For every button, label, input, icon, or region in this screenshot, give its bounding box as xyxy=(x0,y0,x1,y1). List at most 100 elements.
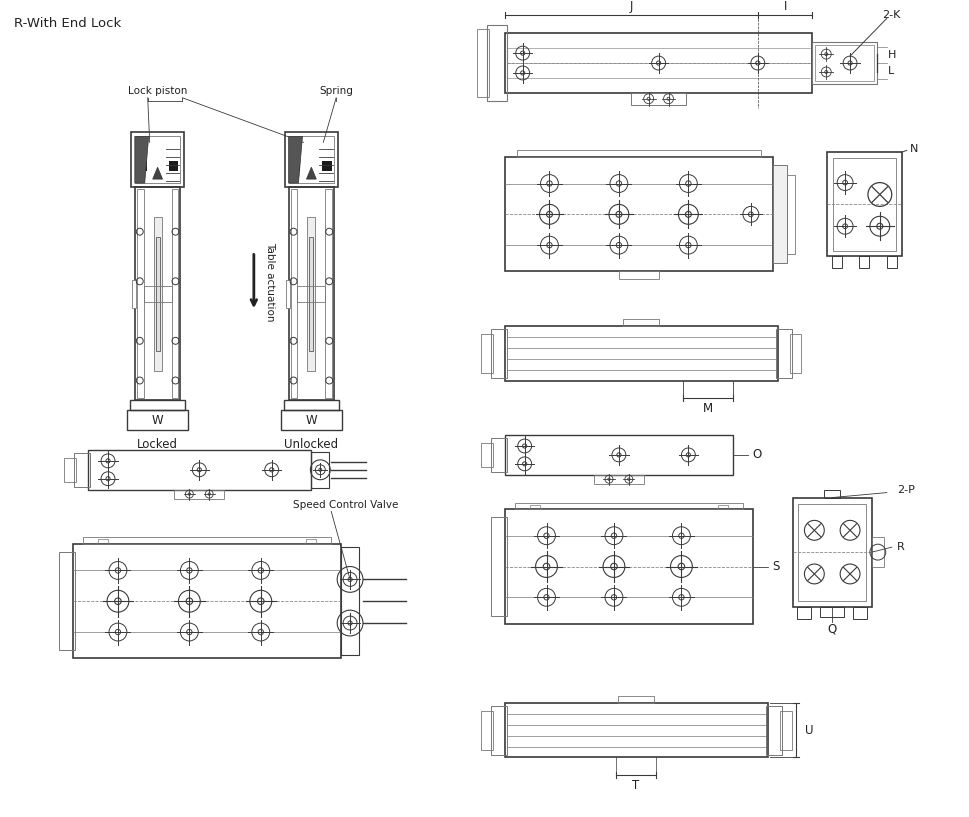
Bar xyxy=(797,607,811,618)
Bar xyxy=(491,706,507,755)
Text: Q: Q xyxy=(828,622,837,635)
Bar xyxy=(853,607,867,618)
Bar xyxy=(83,538,331,544)
Bar xyxy=(775,329,792,377)
Text: 2-K: 2-K xyxy=(883,11,901,20)
Bar xyxy=(130,400,185,410)
Bar xyxy=(75,453,90,487)
Bar xyxy=(309,237,313,350)
Bar xyxy=(790,334,801,373)
Bar xyxy=(825,489,840,498)
Text: R-With End Lock: R-With End Lock xyxy=(14,17,121,30)
Bar xyxy=(491,438,507,471)
Bar xyxy=(798,503,866,600)
Bar xyxy=(481,711,493,749)
Bar xyxy=(872,538,884,567)
Text: Speed Control Valve: Speed Control Valve xyxy=(294,499,399,510)
Text: N: N xyxy=(910,145,918,154)
Text: U: U xyxy=(805,724,814,737)
Text: T: T xyxy=(632,779,640,792)
Bar xyxy=(505,510,753,623)
Bar xyxy=(821,607,844,617)
Bar xyxy=(780,711,792,749)
Text: M: M xyxy=(703,402,713,415)
Text: W: W xyxy=(152,413,164,426)
Bar xyxy=(98,539,108,544)
Bar xyxy=(618,696,654,703)
Bar xyxy=(505,158,772,271)
Bar xyxy=(156,237,160,350)
Bar xyxy=(311,452,329,488)
Bar xyxy=(487,25,507,100)
Bar xyxy=(815,45,874,81)
Bar xyxy=(326,189,332,399)
Bar xyxy=(766,706,782,755)
Bar xyxy=(88,450,311,489)
Bar xyxy=(859,257,869,269)
Bar xyxy=(174,489,224,498)
Text: J: J xyxy=(630,0,633,13)
Bar xyxy=(516,150,761,158)
Text: Table actuation: Table actuation xyxy=(265,242,275,321)
Bar xyxy=(832,257,842,269)
Bar xyxy=(505,703,767,757)
Text: 2-P: 2-P xyxy=(896,484,915,494)
Bar xyxy=(137,161,146,172)
Bar xyxy=(169,161,178,172)
Bar xyxy=(477,29,489,96)
Bar xyxy=(281,410,342,430)
Bar xyxy=(59,552,76,650)
Bar xyxy=(887,257,896,269)
Bar xyxy=(135,136,180,183)
Bar xyxy=(515,502,743,510)
Bar xyxy=(619,271,659,279)
Polygon shape xyxy=(153,167,163,179)
Bar xyxy=(64,458,77,482)
Bar xyxy=(286,280,290,308)
Bar xyxy=(793,498,872,607)
Text: Spring: Spring xyxy=(319,86,353,96)
Bar xyxy=(172,189,178,399)
Bar xyxy=(284,400,339,410)
Polygon shape xyxy=(135,136,148,183)
Bar xyxy=(291,161,300,172)
Text: S: S xyxy=(772,560,780,573)
Bar xyxy=(135,187,180,400)
Bar xyxy=(833,158,895,251)
Bar xyxy=(631,93,686,105)
Bar xyxy=(772,165,787,263)
Text: Locked: Locked xyxy=(138,439,178,452)
Bar xyxy=(143,286,172,302)
Bar xyxy=(74,544,341,659)
Text: W: W xyxy=(305,413,317,426)
Text: R: R xyxy=(896,542,904,552)
Text: L: L xyxy=(888,66,894,76)
Bar xyxy=(297,286,326,302)
Bar xyxy=(481,334,493,373)
Bar xyxy=(530,505,540,510)
Bar xyxy=(594,475,643,484)
Bar xyxy=(491,329,507,377)
Bar xyxy=(323,161,332,172)
Bar xyxy=(306,539,316,544)
Bar xyxy=(787,175,795,253)
Bar xyxy=(828,152,902,257)
Bar xyxy=(131,132,184,187)
Bar xyxy=(505,33,812,93)
Polygon shape xyxy=(306,167,316,179)
Text: H: H xyxy=(888,50,896,60)
Bar xyxy=(505,435,733,475)
Bar xyxy=(289,187,334,400)
Bar xyxy=(341,547,359,655)
Bar xyxy=(137,189,143,399)
Bar xyxy=(127,410,188,430)
Bar xyxy=(132,280,136,308)
Text: I: I xyxy=(783,0,787,13)
Text: Unlocked: Unlocked xyxy=(284,439,338,452)
Bar xyxy=(307,217,315,371)
Bar xyxy=(718,505,728,510)
Polygon shape xyxy=(289,136,302,183)
Text: Lock piston: Lock piston xyxy=(128,86,187,96)
Bar xyxy=(481,443,493,467)
Bar xyxy=(285,132,338,187)
